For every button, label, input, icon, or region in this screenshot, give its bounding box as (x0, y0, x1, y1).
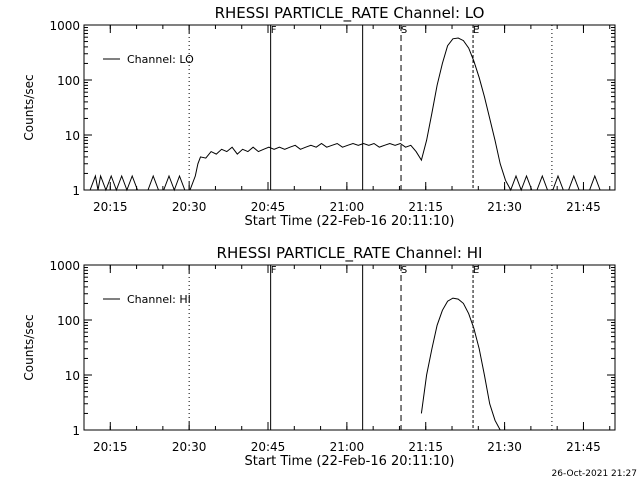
y-tick-label: 1 (72, 424, 80, 438)
footer-timestamp: 26-Oct-2021 21:27 (552, 469, 637, 479)
series-line (420, 297, 501, 431)
x-tick-label: 21:30 (487, 200, 522, 214)
x-axis-label: Start Time (22-Feb-16 20:11:10) (245, 454, 455, 469)
x-tick-label: 21:00 (330, 200, 365, 214)
y-tick-label: 100 (57, 74, 80, 88)
x-tick-label: 21:45 (566, 200, 601, 214)
event-marker-s: S (401, 25, 407, 36)
event-marker-s: S (401, 265, 407, 276)
y-tick-label: 1000 (49, 19, 80, 33)
event-marker-e: E (473, 265, 479, 276)
x-tick-label: 20:30 (172, 200, 207, 214)
event-marker-f: F (271, 265, 277, 276)
legend-label: Channel: LO (127, 53, 194, 66)
y-tick-label: 10 (65, 129, 80, 143)
y-axis-label: Counts/sec (22, 74, 36, 140)
x-tick-label: 21:15 (408, 200, 443, 214)
x-tick-label: 20:15 (93, 200, 128, 214)
event-marker-e: E (473, 25, 479, 36)
plot-frame (83, 264, 616, 431)
x-tick-label: 21:15 (408, 440, 443, 454)
event-marker-f: F (271, 25, 277, 36)
legend-label: Channel: HI (127, 293, 191, 306)
y-tick-label: 1000 (49, 259, 80, 273)
y-tick-label: 10 (65, 369, 80, 383)
chart-title: RHESSI PARTICLE_RATE Channel: HI (217, 244, 483, 263)
plot-frame (83, 24, 616, 191)
x-tick-label: 20:30 (172, 440, 207, 454)
y-tick-label: 100 (57, 314, 80, 328)
x-tick-label: 20:45 (251, 200, 286, 214)
y-tick-label: 1 (72, 184, 80, 198)
x-tick-label: 21:45 (566, 440, 601, 454)
y-axis-label: Counts/sec (22, 314, 36, 380)
x-tick-label: 20:45 (251, 440, 286, 454)
x-tick-label: 20:15 (93, 440, 128, 454)
chart-title: RHESSI PARTICLE_RATE Channel: LO (215, 4, 485, 23)
x-tick-label: 21:30 (487, 440, 522, 454)
series-line (89, 37, 606, 192)
x-tick-label: 21:00 (330, 440, 365, 454)
x-axis-label: Start Time (22-Feb-16 20:11:10) (245, 214, 455, 229)
